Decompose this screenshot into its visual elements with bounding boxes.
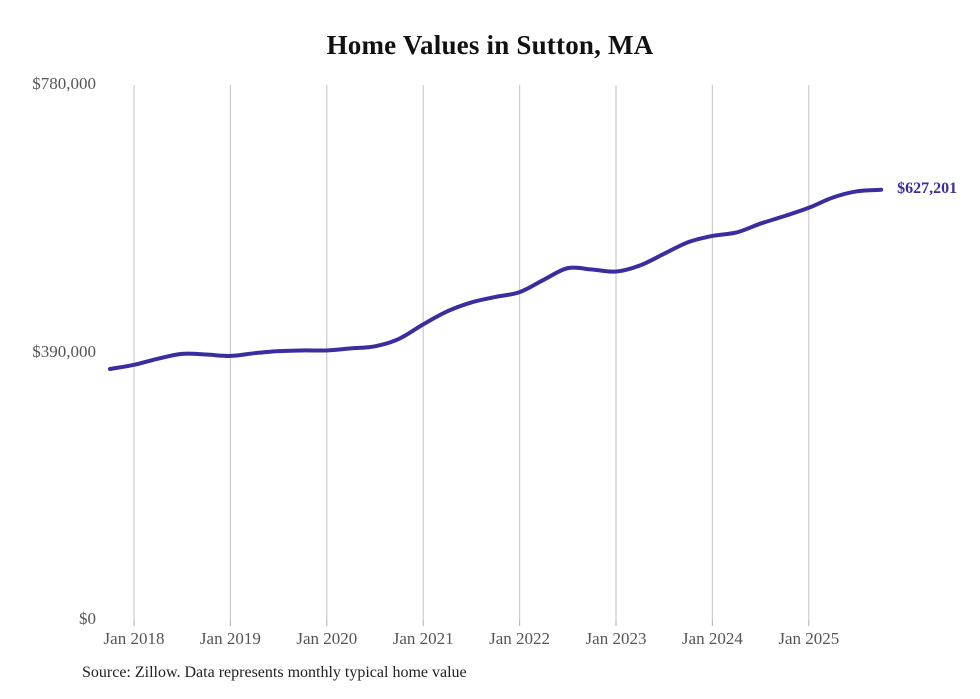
- x-axis-tick-label: Jan 2018: [103, 629, 165, 648]
- page-title: Home Values in Sutton, MA: [326, 30, 654, 60]
- x-axis-tick-label: Jan 2021: [392, 629, 454, 648]
- x-axis-tick-label: Jan 2023: [585, 629, 647, 648]
- x-axis-tick-label: Jan 2024: [681, 629, 743, 648]
- x-axis-tick-label: Jan 2020: [296, 629, 358, 648]
- x-axis-tick-marks: [133, 620, 810, 626]
- x-axis-tick-label: Jan 2022: [489, 629, 551, 648]
- y-axis-tick-label: $0: [79, 609, 96, 628]
- gridlines: [133, 85, 810, 620]
- end-value-annotation: $627,201: [897, 179, 958, 197]
- x-axis-tick-label: Jan 2019: [199, 629, 261, 648]
- source-note: Source: Zillow. Data represents monthly …: [82, 664, 467, 681]
- y-axis-tick-label: $780,000: [32, 74, 96, 93]
- y-axis-tick-label: $390,000: [32, 341, 96, 361]
- home-value-line: [107, 187, 884, 371]
- x-axis-tick-label: Jan 2025: [778, 629, 840, 648]
